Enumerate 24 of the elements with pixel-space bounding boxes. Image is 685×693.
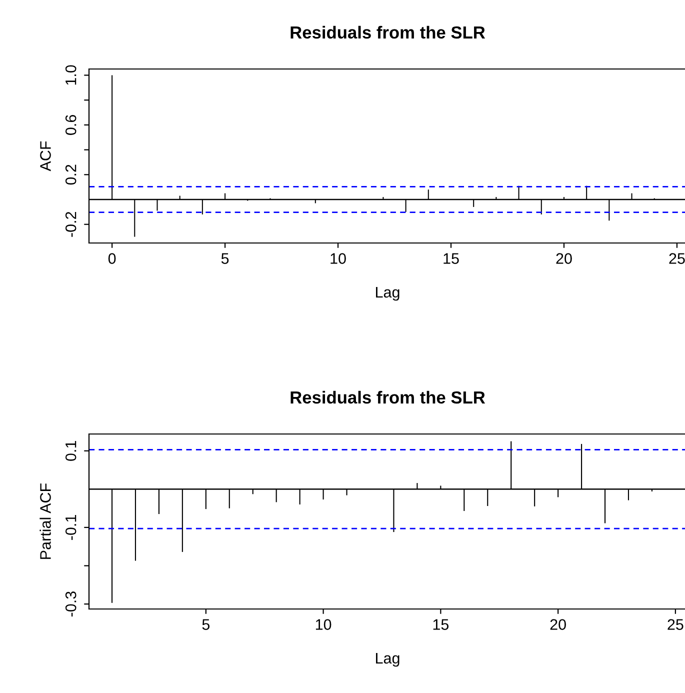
y-tick-label: -0.1 bbox=[65, 515, 76, 540]
y-tick-label: -0.2 bbox=[65, 212, 76, 237]
x-tick-label: 5 bbox=[202, 619, 210, 630]
chart-title: Residuals from the SLR bbox=[290, 26, 486, 39]
y-tick-label: 1.0 bbox=[65, 65, 76, 85]
x-tick-label: 5 bbox=[221, 253, 229, 264]
y-tick-label: 0.2 bbox=[65, 164, 76, 185]
x-tick-label: 25 bbox=[668, 619, 684, 630]
y-tick-label: 0.6 bbox=[65, 114, 76, 135]
x-tick-label: 20 bbox=[556, 253, 572, 264]
x-tick-label: 25 bbox=[669, 253, 685, 264]
x-tick-label: 10 bbox=[330, 253, 346, 264]
x-axis-title: Lag bbox=[376, 286, 400, 301]
x-tick-label: 0 bbox=[108, 253, 116, 264]
chart-title: Residuals from the SLR bbox=[290, 390, 486, 404]
x-tick-label: 15 bbox=[433, 619, 449, 630]
y-tick-label: -0.3 bbox=[65, 592, 76, 617]
y-axis-title: ACF bbox=[40, 141, 51, 172]
x-tick-label: 15 bbox=[444, 253, 459, 264]
x-tick-label: 20 bbox=[550, 619, 566, 630]
x-tick-label: 10 bbox=[316, 619, 332, 630]
x-axis-title: Lag bbox=[376, 652, 400, 667]
y-tick-label: 0.1 bbox=[65, 440, 76, 461]
y-axis-title: Partial ACF bbox=[40, 483, 51, 559]
